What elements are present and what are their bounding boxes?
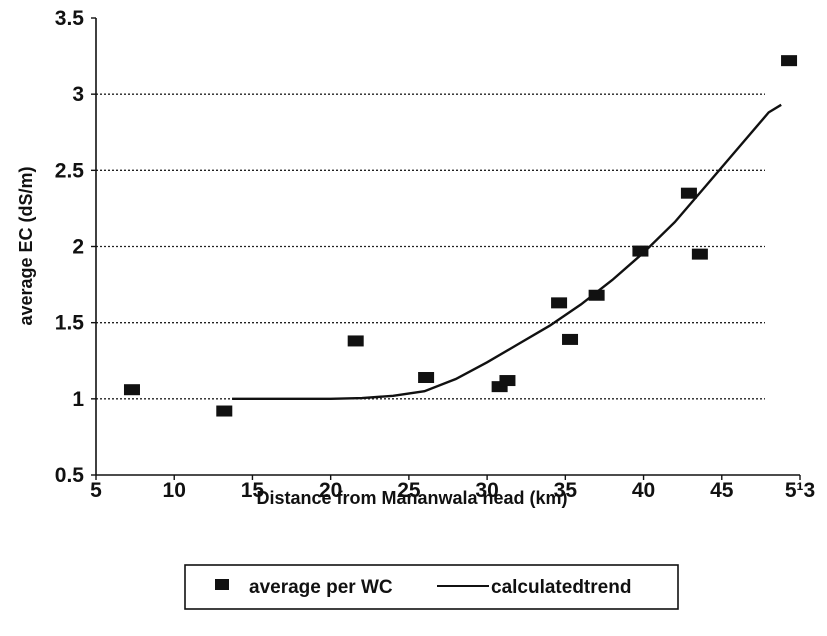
- legend-label-line: calculatedtrend: [491, 577, 631, 598]
- x-axis-ticks: 5 10 15 20 25 30 35 40 45 5¹3: [90, 475, 815, 502]
- x-tick-label: 35: [554, 479, 578, 502]
- y-tick-label: 1: [72, 388, 84, 411]
- scatter-points-layer: [123, 55, 798, 417]
- data-point: [632, 245, 649, 257]
- x-tick-label: 45: [710, 479, 734, 502]
- x-tick-label: 15: [241, 479, 265, 502]
- trend-line: [232, 103, 782, 400]
- y-tick-label: 2: [72, 236, 84, 259]
- data-point: [551, 297, 568, 309]
- x-tick-label: 20: [319, 479, 342, 502]
- x-tick-label: 5¹3: [785, 479, 815, 502]
- x-axis-title: Distance from Mananwala head (km): [256, 488, 567, 508]
- data-point: [680, 187, 697, 199]
- gridlines: [96, 93, 765, 400]
- data-point: [781, 55, 798, 67]
- y-axis-title: average EC (dS/m): [16, 166, 36, 325]
- y-tick-label: 3: [72, 83, 84, 106]
- data-point: [691, 248, 708, 260]
- legend-square-marker: [215, 579, 229, 590]
- y-axis-ticks: 0.5 1 1.5 2 2.5 3 3.5: [55, 7, 96, 487]
- legend-box: [184, 564, 679, 610]
- x-tick-label: 10: [163, 479, 186, 502]
- x-tick-label: 40: [632, 479, 655, 502]
- data-point: [418, 372, 435, 384]
- data-point: [347, 335, 364, 347]
- y-tick-label: 3.5: [55, 7, 85, 30]
- legend: average per WC calculatedtrend: [184, 564, 679, 610]
- x-tick-label: 5: [90, 479, 102, 502]
- data-point: [588, 289, 605, 301]
- x-tick-label: 25: [397, 479, 421, 502]
- data-point: [562, 333, 579, 345]
- data-point: [123, 384, 140, 396]
- data-point: [499, 375, 516, 387]
- legend-label-markers: average per WC: [249, 577, 393, 598]
- y-tick-label: 2.5: [55, 159, 85, 182]
- data-point: [216, 405, 233, 417]
- y-tick-label: 0.5: [55, 464, 85, 487]
- y-tick-label: 1.5: [55, 312, 85, 335]
- data-point: [491, 381, 508, 393]
- x-tick-label: 30: [475, 479, 498, 502]
- trend-line-layer: [232, 103, 782, 400]
